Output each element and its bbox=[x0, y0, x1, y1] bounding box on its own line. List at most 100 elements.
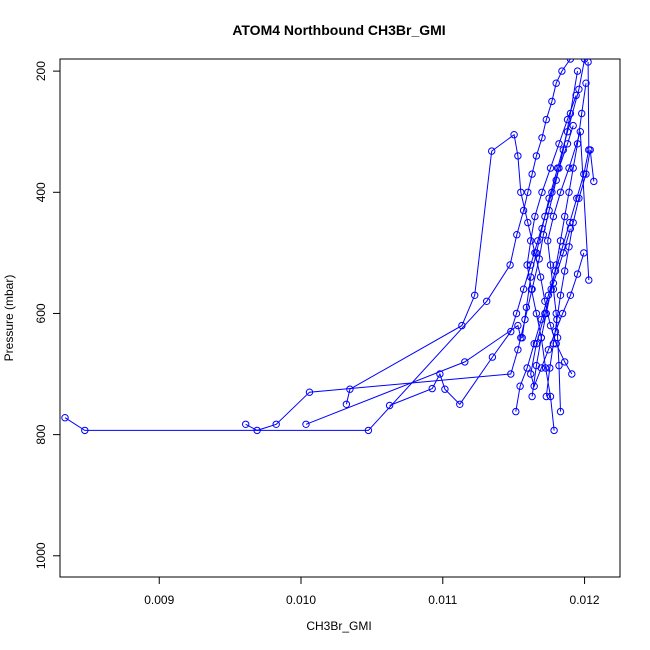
data-point bbox=[544, 346, 553, 354]
data-point bbox=[575, 85, 583, 94]
data-point bbox=[538, 188, 546, 197]
data-point bbox=[552, 79, 560, 87]
data-point bbox=[272, 420, 280, 428]
data-point bbox=[556, 407, 565, 416]
data-point bbox=[342, 400, 351, 408]
data-point bbox=[566, 59, 575, 63]
series-line bbox=[389, 125, 574, 406]
series-line bbox=[547, 131, 590, 412]
data-point bbox=[561, 267, 569, 275]
data-point bbox=[585, 276, 593, 284]
data-point bbox=[565, 164, 573, 172]
data-point bbox=[566, 224, 575, 233]
data-point bbox=[548, 188, 556, 197]
data-point bbox=[549, 212, 558, 221]
series-6 bbox=[512, 59, 593, 416]
data-point bbox=[544, 291, 553, 299]
data-point bbox=[522, 303, 531, 312]
data-point bbox=[506, 261, 514, 269]
data-point bbox=[569, 121, 577, 130]
data-point bbox=[568, 370, 576, 378]
data-point bbox=[536, 273, 545, 281]
data-point bbox=[534, 237, 542, 245]
data-point bbox=[524, 218, 532, 227]
plot-frame bbox=[59, 58, 621, 578]
data-point bbox=[527, 370, 535, 378]
data-point bbox=[561, 212, 569, 221]
data-point bbox=[517, 188, 525, 197]
data-point bbox=[519, 285, 528, 293]
data-point bbox=[253, 426, 261, 435]
data-point bbox=[580, 249, 588, 257]
x-axis: 0.009 0.010 0.011 0.012 bbox=[144, 577, 600, 607]
data-point bbox=[456, 400, 464, 408]
data-point bbox=[364, 426, 373, 435]
data-point bbox=[563, 140, 572, 148]
data-point bbox=[81, 426, 89, 435]
series-5 bbox=[385, 121, 577, 410]
series-9 bbox=[523, 91, 580, 435]
data-point bbox=[532, 309, 541, 318]
data-point bbox=[524, 188, 532, 197]
data-point bbox=[550, 426, 558, 435]
data-point bbox=[576, 128, 584, 136]
data-point bbox=[569, 164, 577, 172]
data-point bbox=[573, 67, 582, 75]
data-point bbox=[565, 188, 573, 197]
y-tick-label: 1000 bbox=[34, 542, 48, 569]
data-point bbox=[546, 261, 555, 269]
data-point bbox=[575, 194, 583, 203]
x-tick-label: 0.012 bbox=[570, 593, 600, 607]
data-point bbox=[549, 340, 558, 348]
data-point bbox=[242, 420, 250, 428]
data-point bbox=[555, 140, 563, 148]
series-10 bbox=[544, 128, 593, 416]
data-point bbox=[532, 340, 541, 348]
data-point bbox=[441, 385, 449, 393]
data-point bbox=[61, 414, 69, 422]
data-point bbox=[590, 177, 598, 186]
series-line bbox=[526, 95, 577, 431]
data-point bbox=[523, 261, 531, 269]
series-line bbox=[515, 61, 590, 412]
data-point bbox=[516, 382, 524, 390]
y-tick-label: 400 bbox=[34, 182, 48, 202]
data-point bbox=[559, 249, 567, 257]
chart-title: ATOM4 Northbound CH3Br_GMI bbox=[232, 22, 445, 38]
data-point bbox=[541, 309, 549, 318]
data-point bbox=[548, 97, 556, 106]
data-point bbox=[488, 353, 497, 361]
data-point bbox=[573, 194, 581, 203]
series-1 bbox=[61, 59, 575, 435]
data-point bbox=[578, 109, 586, 118]
y-axis: 200 400 600 800 1000 bbox=[34, 61, 60, 569]
data-point bbox=[507, 370, 515, 378]
data-point bbox=[551, 327, 560, 336]
data-point bbox=[565, 243, 573, 251]
data-point bbox=[556, 188, 565, 197]
data-point bbox=[514, 346, 522, 354]
series-2 bbox=[242, 67, 582, 435]
series-line bbox=[64, 59, 571, 431]
data-point bbox=[530, 340, 538, 348]
data-point bbox=[542, 115, 550, 124]
x-axis-label: CH3Br_GMI bbox=[306, 619, 371, 633]
data-point bbox=[558, 67, 566, 75]
y-tick-label: 600 bbox=[34, 303, 48, 323]
data-point bbox=[572, 91, 580, 100]
data-point bbox=[346, 385, 354, 393]
data-point bbox=[546, 164, 555, 172]
data-point bbox=[584, 59, 592, 66]
data-point bbox=[302, 420, 310, 428]
data-point bbox=[436, 370, 444, 378]
data-point bbox=[428, 384, 436, 393]
data-point bbox=[542, 392, 550, 401]
data-point bbox=[573, 270, 582, 278]
series-line bbox=[545, 149, 595, 397]
data-point bbox=[518, 334, 526, 342]
data-point bbox=[471, 291, 479, 299]
data-point bbox=[538, 134, 546, 142]
data-point bbox=[528, 392, 536, 401]
data-point bbox=[510, 131, 518, 139]
y-tick-label: 200 bbox=[34, 61, 48, 81]
